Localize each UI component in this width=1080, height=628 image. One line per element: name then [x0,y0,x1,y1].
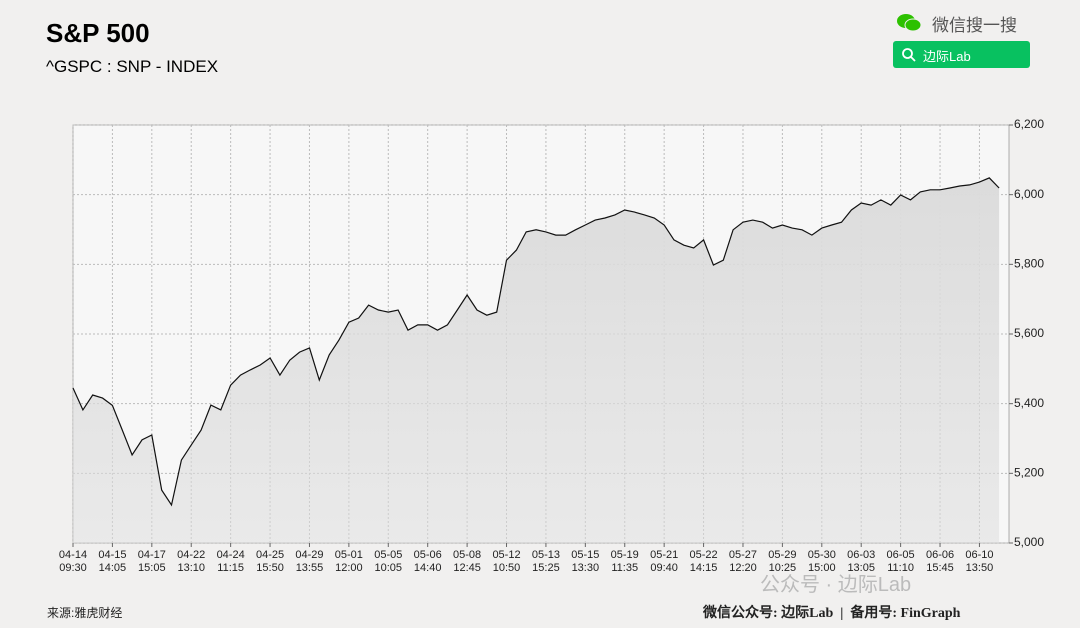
x-tick-label: 04-29 13:55 [295,549,324,574]
y-tick-label: 5,600 [1014,326,1044,340]
x-tick-label: 04-14 09:30 [58,549,88,574]
x-tick-label: 05-01 12:00 [334,549,363,574]
search-header: 微信搜一搜 [896,10,1036,35]
x-tick-label: 05-13 15:25 [531,549,560,574]
x-tick-label: 05-06 14:40 [413,549,442,574]
x-tick-label: 04-17 15:05 [137,549,166,574]
search-button-label: 边际Lab [923,49,971,64]
x-tick-label: 05-15 13:30 [571,549,600,574]
x-tick-label: 06-10 13:50 [965,549,994,574]
search-button[interactable]: 边际Lab [893,41,1030,68]
x-tick-label: 06-05 11:10 [886,549,915,574]
x-tick-label: 04-25 15:50 [255,549,285,574]
x-tick-label: 06-06 15:45 [925,549,955,574]
chart-subtitle: ^GSPC : SNP - INDEX [46,57,219,76]
y-tick-label: 6,000 [1014,187,1044,201]
x-tick-label: 05-19 11:35 [610,549,639,574]
watermark: 公众号 · 边际Lab [760,574,912,596]
wechat-icon [897,14,922,32]
area [73,177,1000,543]
x-tick-label: 05-12 10:50 [492,549,521,574]
source: 来源:雅虎财经 [47,606,123,620]
x-tick-label: 04-22 13:10 [177,549,206,574]
chart-title: S&P 500 [46,18,150,48]
x-tick-label: 06-03 13:05 [847,549,876,574]
x-tick-label: 05-22 14:15 [689,549,718,574]
search-label: 微信搜一搜 [932,16,1017,35]
y-tick-label: 5,800 [1014,257,1044,271]
x-tick-label: 05-05 10:05 [374,549,403,574]
x-tick-label: 05-30 15:00 [807,549,836,574]
x-tick-label: 05-21 09:40 [650,549,679,574]
search-icon [902,48,916,62]
x-tick-label: 04-15 14:05 [98,549,127,574]
x-tick-label: 05-27 12:20 [728,549,758,574]
y-tick-label: 5,000 [1014,535,1044,549]
line [72,177,1000,507]
x-tick-label: 05-29 10:25 [768,549,797,574]
footer: 微信公众号: 边际Lab | 备用号: FinGraph [703,606,961,621]
y-tick-label: 5,200 [1014,466,1044,480]
x-tick-label: 04-24 11:15 [216,549,245,574]
y-tick-label: 6,200 [1014,117,1044,131]
x-tick-label: 05-08 12:45 [453,549,482,574]
y-tick-label: 5,400 [1014,396,1044,410]
